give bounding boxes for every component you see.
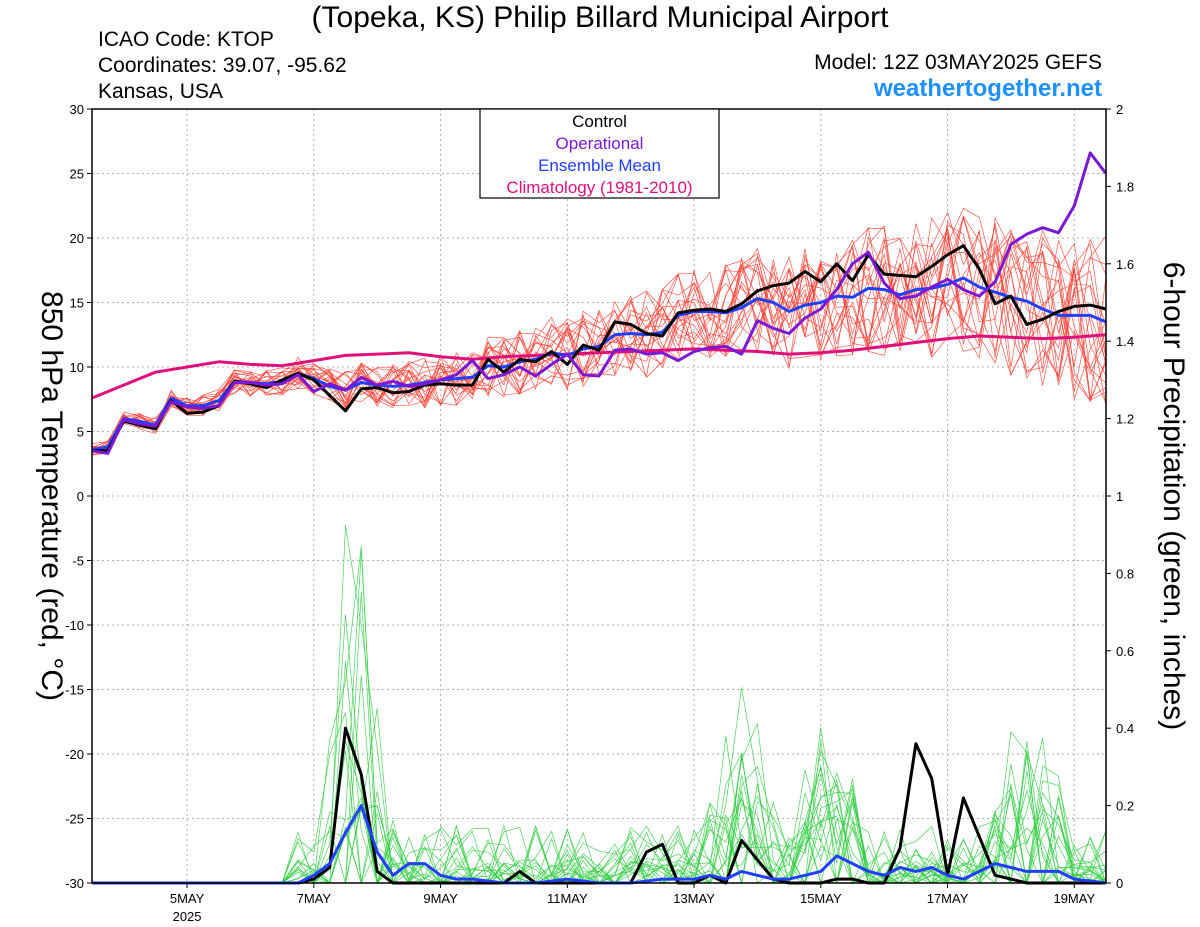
left-tick-label: 0 — [77, 489, 84, 504]
temp-member-line — [91, 231, 1107, 452]
x-year-label: 2025 — [173, 909, 202, 924]
grid-lines — [92, 109, 1106, 883]
left-tick-label: 15 — [70, 296, 84, 311]
legend-entry: Ensemble Mean — [538, 156, 661, 175]
right-tick-label: 0.4 — [1116, 721, 1134, 736]
y-axis-label: 850 hPa Temperature (red, °C) — [35, 291, 68, 701]
axes: 302520151050-5-10-15-20-25-3021.81.61.41… — [35, 102, 1190, 924]
temp-member-line — [91, 223, 1107, 450]
precip-member-line — [92, 737, 1107, 884]
right-tick-label: 1.6 — [1116, 257, 1134, 272]
left-tick-label: -5 — [72, 554, 84, 569]
legend-entry: Climatology (1981-2010) — [506, 178, 692, 197]
temp-member-line — [91, 228, 1107, 455]
left-tick-label: -20 — [65, 747, 84, 762]
right-tick-label: 1 — [1116, 489, 1123, 504]
icao-code: ICAO Code: KTOP — [98, 28, 274, 51]
website-link[interactable]: weathertogether.net — [873, 75, 1102, 102]
right-tick-label: 1.8 — [1116, 179, 1134, 194]
ensemble-precipitation-line — [92, 804, 1107, 885]
right-tick-label: 1.2 — [1116, 412, 1134, 427]
x-tick-label: 13MAY — [673, 891, 715, 906]
x-tick-label: 7MAY — [297, 891, 332, 906]
temp-member-line — [91, 232, 1107, 454]
precip-member-line — [92, 545, 1107, 885]
operational-temperature-line — [91, 151, 1108, 455]
x-tick-label: 15MAY — [800, 891, 842, 906]
right-tick-label: 0.6 — [1116, 644, 1134, 659]
chart-title: (Topeka, KS) Philip Billard Municipal Ai… — [311, 1, 889, 34]
precip-member-line — [92, 727, 1107, 885]
left-tick-label: 20 — [70, 231, 84, 246]
x-tick-label: 17MAY — [927, 891, 969, 906]
left-tick-label: 10 — [70, 360, 84, 375]
legend: Control Operational Ensemble Mean Climatolo… — [479, 108, 720, 199]
x-tick-label: 19MAY — [1053, 891, 1095, 906]
legend-entry: Control — [572, 112, 627, 131]
coordinates: Coordinates: 39.07, -95.62 — [98, 54, 347, 77]
temp-member-line — [91, 215, 1107, 449]
climatology-temperature-line — [91, 333, 1107, 400]
right-tick-label: 0 — [1116, 876, 1123, 891]
y2-axis-label: 6-hour Precipitation (green, inches) — [1157, 262, 1190, 731]
precip-ensemble-members — [92, 525, 1107, 885]
model-label: Model: 12Z 03MAY2025 GEFS — [814, 51, 1102, 74]
right-tick-label: 0.8 — [1116, 566, 1134, 581]
control-precipitation-line — [92, 726, 1106, 885]
left-tick-label: 25 — [70, 167, 84, 182]
x-tick-label: 5MAY — [170, 891, 205, 906]
control-temperature-line — [92, 244, 1107, 453]
left-tick-label: 5 — [77, 425, 84, 440]
x-tick-label: 11MAY — [547, 891, 588, 906]
temp-member-line — [91, 226, 1107, 444]
legend-box — [479, 108, 720, 199]
left-tick-label: -30 — [65, 876, 84, 891]
temp-ensemble-members — [91, 207, 1107, 456]
right-tick-label: 2 — [1116, 102, 1123, 117]
left-tick-label: -25 — [65, 812, 84, 827]
precip-member-line — [92, 775, 1107, 885]
x-tick-label: 9MAY — [423, 891, 458, 906]
precip-member-line — [92, 525, 1107, 884]
legend-entry: Operational — [556, 134, 644, 153]
precip-member-line — [92, 551, 1106, 885]
left-tick-label: -15 — [65, 683, 84, 698]
main-series — [91, 151, 1108, 885]
right-tick-label: 1.4 — [1116, 334, 1134, 349]
right-tick-label: 0.2 — [1116, 799, 1134, 814]
region-label: Kansas, USA — [98, 80, 223, 103]
left-tick-label: 30 — [70, 102, 84, 117]
temp-member-line — [91, 228, 1107, 453]
left-tick-label: -10 — [65, 618, 84, 633]
precip-member-line — [92, 731, 1107, 884]
